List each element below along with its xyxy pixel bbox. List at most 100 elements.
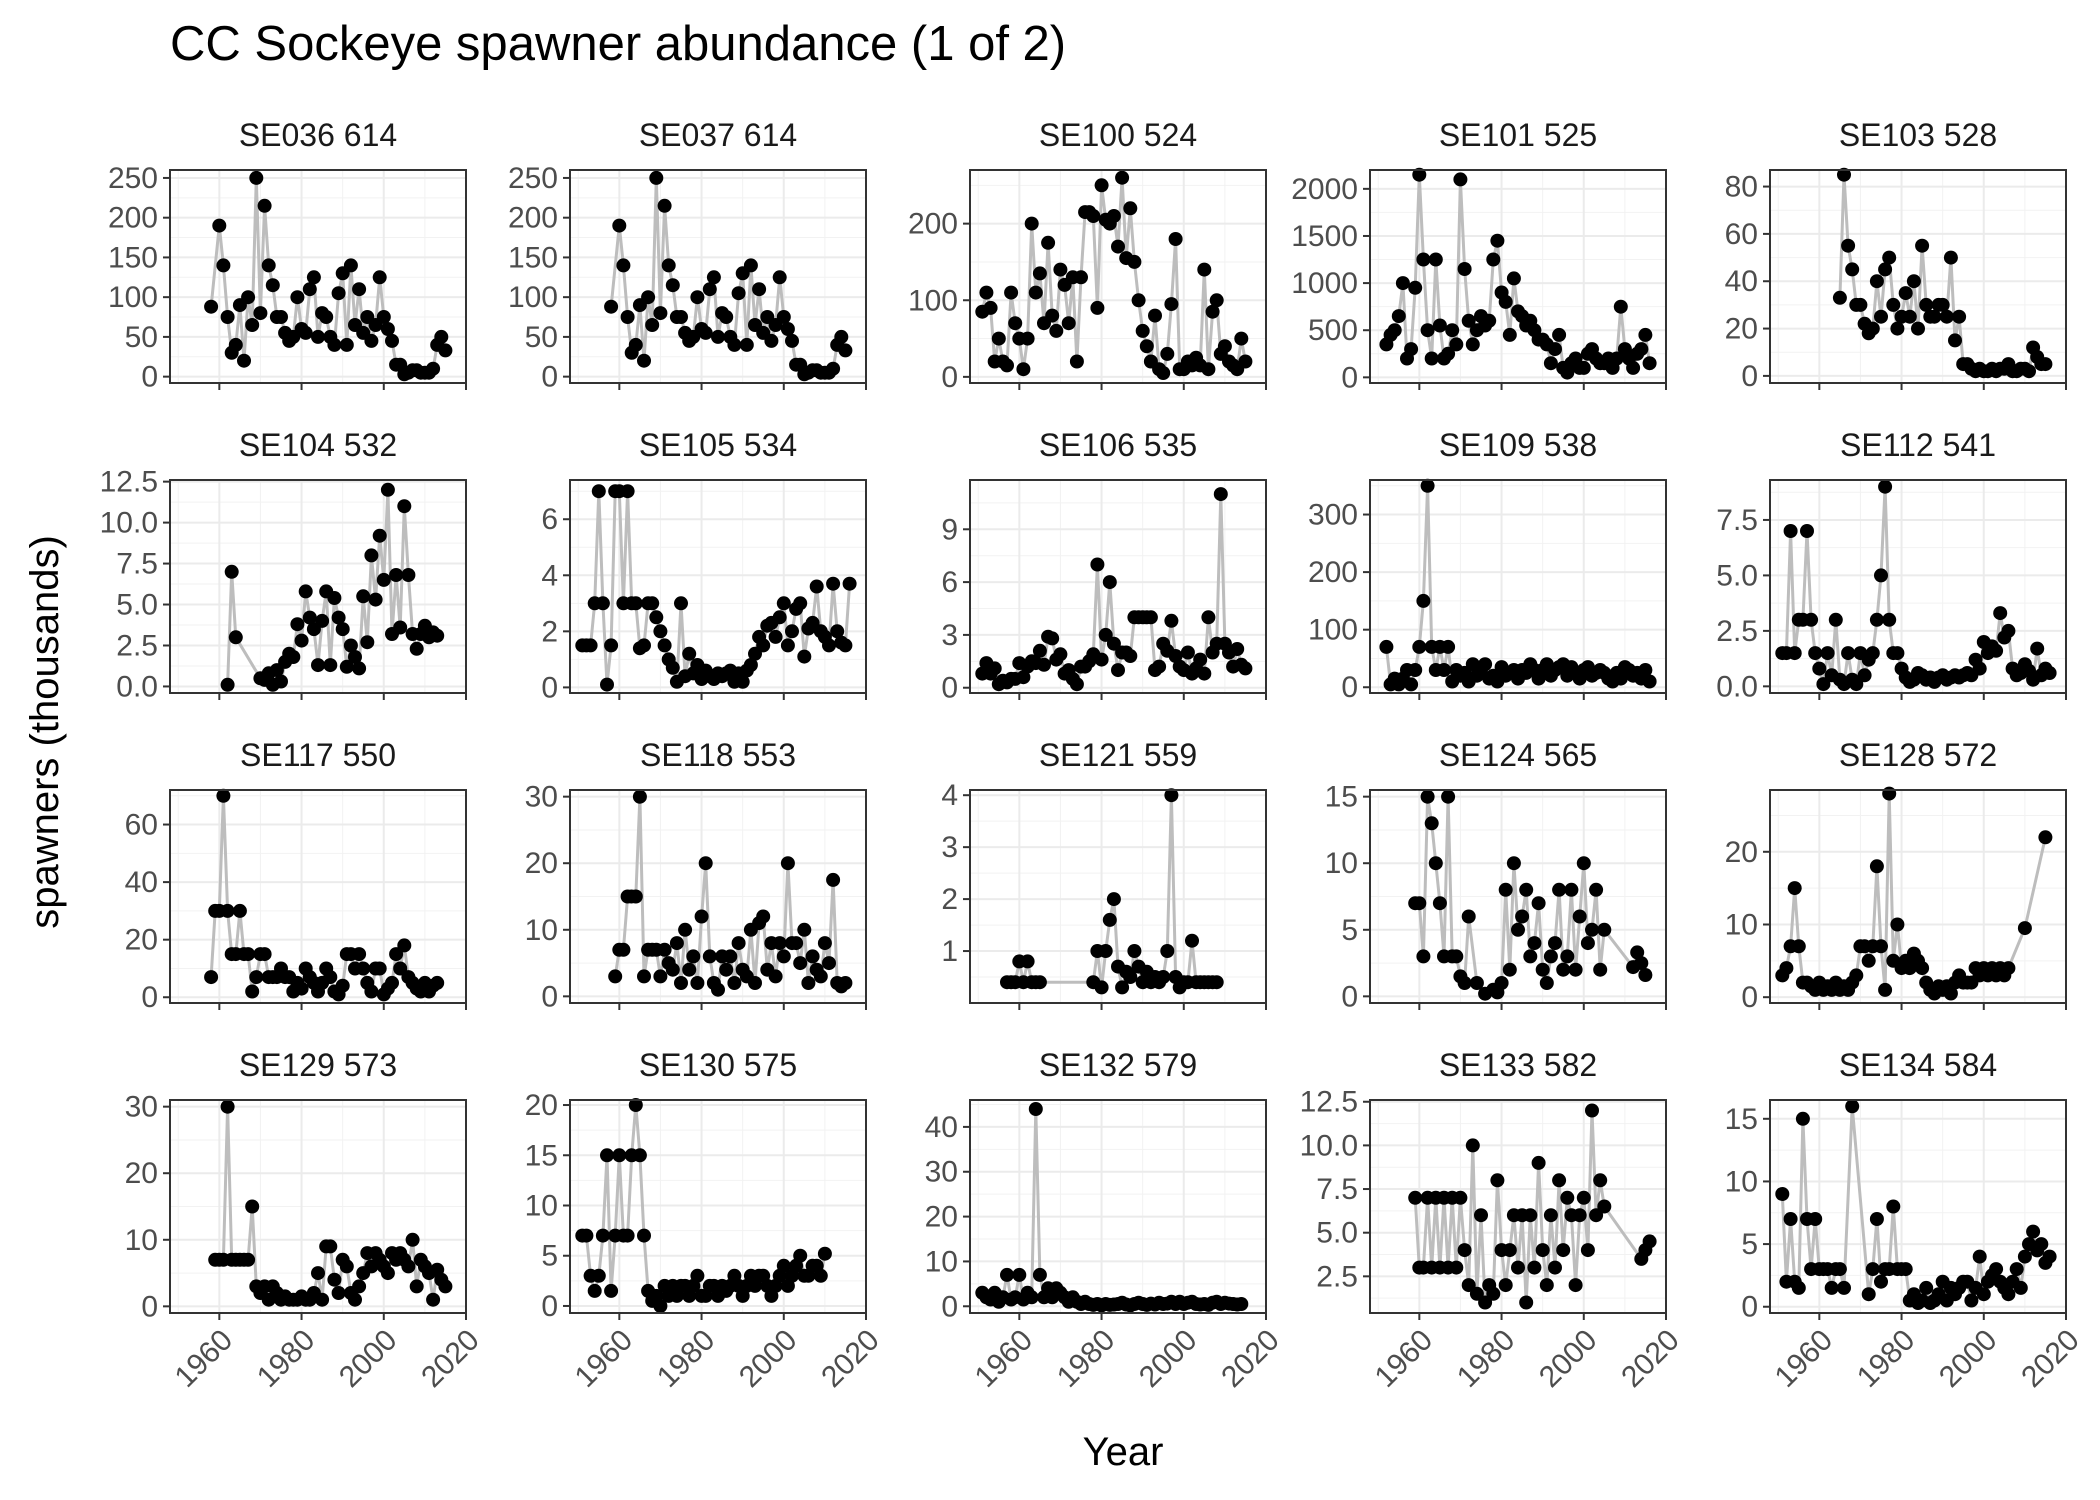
panel-frame [169,169,467,384]
data-point [1972,661,1987,676]
y-tick-label: 7.5 [116,548,158,581]
data-point [409,641,424,656]
y-tick-label: 30 [925,1156,958,1189]
data-point [1111,663,1125,678]
y-tick-label: 100 [1308,614,1358,647]
x-tick-label: 1960 [169,1323,240,1394]
facet-panel: SE130 575 0 5 10 15 20 1960 1980 2000 2020 [525,1047,886,1394]
data-point [220,310,235,324]
facet-label: SE037 614 [639,117,797,153]
data-point [1106,892,1121,907]
panel-frame [169,479,467,694]
data-point [1086,209,1101,223]
facet-panel: SE132 579 0 10 20 30 40 1960 1980 2000 2020 [925,1047,1286,1394]
data-point [385,975,399,990]
data-point [315,613,330,628]
data-point [323,970,338,985]
data-point [1902,309,1917,324]
data-point [776,949,791,964]
data-point [694,909,709,924]
data-point [690,976,705,990]
data-point [628,596,643,611]
data-point [1523,949,1538,964]
data-point [612,218,627,233]
data-point [1437,663,1451,677]
y-tick-label: 2 [941,883,958,916]
data-point [1861,1287,1876,1302]
data-point [339,337,354,352]
data-point [1878,479,1893,494]
data-point [241,1252,256,1267]
data-point [579,1228,594,1243]
data-point [1102,912,1117,927]
data-point [616,258,631,273]
y-tick-label: 50 [125,321,158,354]
facet-panel: SE037 614 0 50 100 150 200 250 [508,117,867,394]
data-point [653,624,668,639]
data-point [1061,316,1076,331]
data-point [2030,641,2045,656]
data-point [319,310,334,324]
data-point [298,584,313,599]
data-point [380,322,395,336]
y-tick-label: 100 [508,281,558,314]
data-point [1404,342,1419,357]
y-tick-label: 5 [1741,1228,1758,1261]
panel-frame [569,479,867,694]
facet-label: SE101 525 [1439,117,1597,153]
data-point [628,337,643,352]
data-point [380,482,395,497]
data-point [224,564,239,579]
data-point [1408,663,1423,677]
data-point [1597,1199,1612,1214]
data-point [735,674,750,689]
data-point [1804,612,1819,627]
data-point [360,635,375,650]
data-point [385,333,399,348]
data-point [1164,613,1179,628]
data-point [1841,238,1856,253]
data-point [311,658,325,673]
data-point [591,1268,606,1283]
data-point [1787,646,1802,661]
y-tick-label: 2.5 [116,629,158,662]
data-point [1939,309,1954,324]
data-point [1787,881,1802,896]
data-point [764,333,779,348]
data-point [637,353,651,368]
data-point [1976,1287,1991,1302]
data-point [405,1232,420,1247]
data-point [719,310,734,324]
y-tick-label: 6 [541,503,558,536]
data-point [1523,1208,1538,1223]
data-point [678,922,693,937]
data-point [1898,286,1913,301]
data-point [274,674,288,689]
data-point [1630,945,1645,960]
data-point [604,638,619,653]
data-point [1498,882,1513,897]
y-tick-label: 15 [525,1139,558,1172]
data-point [637,969,651,984]
data-point [739,337,754,352]
x-tick-label: 1980 [1851,1323,1922,1394]
data-point [1032,643,1047,658]
data-point [1585,1103,1599,1118]
data-point [1152,659,1167,674]
facet-label: SE109 538 [1439,427,1597,463]
chart-title: CC Sockeye spawner abundance (1 of 2) [170,17,1066,71]
data-point [1543,356,1558,371]
data-point [776,310,791,324]
y-tick-label: 150 [108,241,158,274]
data-point [1164,297,1179,312]
data-point [1106,636,1121,651]
y-tick-label: 300 [1308,499,1358,532]
data-point [1572,1208,1587,1223]
data-point [1032,1267,1047,1282]
y-tick-label: 0 [141,1290,158,1323]
data-point [1597,922,1612,937]
data-point [1890,917,1905,932]
data-point [228,337,243,352]
y-tick-label: 5.0 [116,589,158,622]
data-point [1123,201,1138,216]
